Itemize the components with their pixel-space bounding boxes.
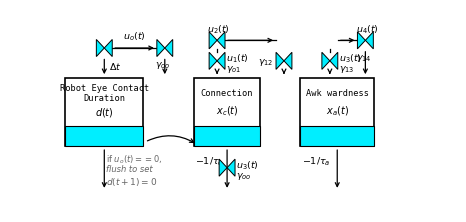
Text: $u_3(t)$: $u_3(t)$ <box>236 160 259 172</box>
Polygon shape <box>96 40 104 57</box>
Text: $-1/\tau_a$: $-1/\tau_a$ <box>302 156 330 168</box>
Text: Robot Eye Contact: Robot Eye Contact <box>60 84 149 93</box>
Text: $u_2(t)$: $u_2(t)$ <box>207 23 230 36</box>
Text: Awk wardness: Awk wardness <box>306 89 369 98</box>
Polygon shape <box>217 52 225 69</box>
Polygon shape <box>217 32 225 49</box>
Polygon shape <box>157 40 165 57</box>
Polygon shape <box>104 40 112 57</box>
Bar <box>65 78 143 146</box>
Polygon shape <box>322 52 330 69</box>
Polygon shape <box>219 159 227 176</box>
Polygon shape <box>276 52 284 69</box>
Text: $\gamma_{oo}$: $\gamma_{oo}$ <box>155 60 171 71</box>
Polygon shape <box>209 32 217 49</box>
Text: $d(t)$: $d(t)$ <box>95 106 114 119</box>
Bar <box>300 126 374 146</box>
Text: $u_3(t)$: $u_3(t)$ <box>339 53 362 65</box>
Text: Duration: Duration <box>83 94 125 103</box>
Text: $\gamma_{14}$: $\gamma_{14}$ <box>356 53 371 64</box>
Text: if $u_o(t)==0,$: if $u_o(t)==0,$ <box>106 154 163 166</box>
Text: Connection: Connection <box>201 89 254 98</box>
Text: $u_1(t)$: $u_1(t)$ <box>226 53 249 65</box>
Text: $\gamma_{o1}$: $\gamma_{o1}$ <box>226 64 241 75</box>
Polygon shape <box>227 159 235 176</box>
Text: $u_o(t)$: $u_o(t)$ <box>123 31 146 43</box>
Text: $x_a(t)$: $x_a(t)$ <box>326 104 349 117</box>
Text: $d(t+1)=0$: $d(t+1)=0$ <box>106 176 158 188</box>
Text: $\gamma_{13}$: $\gamma_{13}$ <box>339 64 354 75</box>
Text: $x_c(t)$: $x_c(t)$ <box>216 104 239 117</box>
Text: $\gamma_{12}$: $\gamma_{12}$ <box>259 57 274 68</box>
Polygon shape <box>330 52 338 69</box>
Text: flush to set: flush to set <box>106 165 153 174</box>
Polygon shape <box>165 40 173 57</box>
Bar <box>194 78 260 146</box>
Bar <box>194 126 260 146</box>
Text: $-1/\tau_c$: $-1/\tau_c$ <box>196 156 224 168</box>
Bar <box>300 78 374 146</box>
Polygon shape <box>357 32 365 49</box>
Text: $\gamma_{oo}$: $\gamma_{oo}$ <box>236 171 252 182</box>
FancyArrowPatch shape <box>147 136 194 143</box>
Polygon shape <box>284 52 292 69</box>
Text: $\Delta t$: $\Delta t$ <box>109 61 121 72</box>
Bar <box>65 126 143 146</box>
Text: $u_4(t)$: $u_4(t)$ <box>356 23 378 36</box>
Polygon shape <box>209 52 217 69</box>
Polygon shape <box>365 32 373 49</box>
